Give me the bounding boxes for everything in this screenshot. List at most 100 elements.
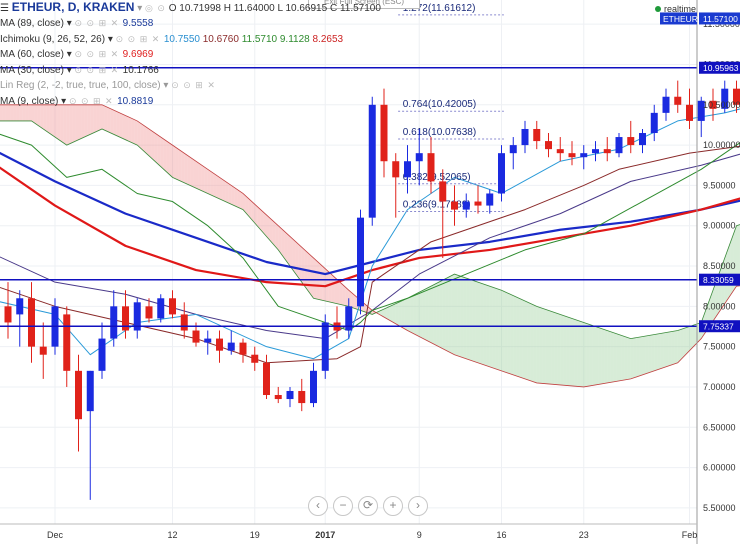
cloud-segment [272,220,276,247]
cloud-segment [392,303,396,324]
cloud-segment [463,277,467,359]
candle-body [662,96,670,113]
indicator-legend-row[interactable]: Lin Reg (2, -2, true, true, 100, close) … [0,79,216,92]
scroll-right-button[interactable]: › [408,496,428,516]
time-tick-label: Feb [682,530,698,540]
indicator-name[interactable]: MA (9, close) ▾ [0,95,69,107]
senkou-span-a-line [0,120,740,339]
cloud-segment [710,290,713,326]
indicator-controls[interactable]: ⊙ ⊙ ⊞ ✕ [74,18,123,28]
exit-fullscreen-button[interactable]: Exit Full Screen (ESC) [308,0,420,9]
indicator-legend-row[interactable]: Ichimoku (9, 26, 52, 26) ▾ ⊙ ⊙ ⊞ ✕ 10.75… [0,33,343,46]
cloud-segment [278,225,282,254]
cloud-segment [428,286,431,343]
indicator-name[interactable]: MA (89, close) ▾ [0,18,75,29]
indicator-legend-row[interactable]: MA (89, close) ▾ ⊙ ⊙ ⊞ ✕ 9.5558 [0,17,153,30]
indicator-name[interactable]: MA (30, close) ▾ [0,64,75,76]
cloud-segment [172,145,176,179]
cloud-segment [495,288,499,370]
level-price-tag [699,320,740,333]
senkou-span-b-line [0,104,740,388]
series-line [0,166,740,288]
indicator-name[interactable]: Ichimoku (9, 26, 52, 26) ▾ [0,33,116,45]
candle-body [298,390,306,404]
cloud-segment [292,239,296,275]
candle-body [650,112,658,134]
reset-button[interactable]: ⟳ [358,496,378,516]
cloud-segment [72,104,76,143]
indicator-controls[interactable]: ⊙ ⊙ ⊞ ✕ [115,33,164,44]
cloud-segment [616,333,619,382]
indicator-controls[interactable]: ⊙ ⊙ ⊞ ✕ [68,95,118,106]
time-tick-label: 2017 [315,530,335,540]
cloud-segment [663,332,666,368]
indicator-value: 10.8819 [117,95,154,107]
fib-level-label: 0.236(9.17689) [403,199,471,210]
zoom-in-button[interactable]: + [383,496,403,516]
cloud-segment [307,252,311,295]
chevron-down-icon[interactable]: ▾ [137,3,143,14]
indicator-legend-row[interactable]: MA (9, close) ▾ ⊙ ⊙ ⊞ ✕ 10.8819 [0,95,153,108]
cloud-segment [692,324,696,348]
candle-body [263,362,270,396]
zoom-out-button[interactable]: − [333,496,353,516]
cloud-segment [49,104,53,136]
level-price-tag-label: 8.33059 [703,275,734,285]
cloud-segment [260,209,264,234]
cloud-segment [228,183,232,205]
symbol-controls[interactable]: ◎ ⊙ [145,3,166,13]
cloud-segment [621,335,625,381]
candle-body [545,141,552,150]
candle-body [498,153,505,194]
cloud-segment [5,104,8,121]
time-tick-label: 12 [167,530,177,540]
cloud-segment [225,181,229,203]
cloud-segment [525,300,528,380]
cloud-segment [601,328,605,384]
status-dot-icon [655,6,661,12]
candle-body [133,302,141,331]
candle-body [75,370,82,420]
cloud-segment [680,328,684,360]
cloud-segment [666,332,669,367]
indicator-controls[interactable]: ⊙ ⊙ ⊞ ✕ [74,49,123,59]
chart-menu-icon[interactable]: ☰ [0,3,12,14]
cloud-segment [243,193,246,213]
indicator-controls[interactable]: ⊙ ⊙ ⊞ ✕ [171,80,216,90]
candle-body [357,217,364,307]
cloud-segment [592,325,596,386]
ohlc-values: O 10.71998 H 11.64000 L 10.66915 C 11.57… [168,3,381,14]
fib-level-label: 0.618(10.07638) [403,127,476,138]
scroll-left-button[interactable]: ‹ [308,496,328,516]
candle-body [509,145,517,154]
cloud-segment [560,314,564,386]
indicator-value: 10.7550 [163,33,203,45]
indicator-name[interactable]: MA (60, close) ▾ [0,49,75,60]
candle-body [439,181,447,202]
cloud-segment [322,266,326,301]
symbol-title[interactable]: ETHEUR, D, KRAKEN [11,0,135,14]
candle-body [709,100,717,109]
cloud-segment [219,177,223,201]
indicator-legend-row[interactable]: MA (60, close) ▾ ⊙ ⊙ ⊞ ✕ 9.6969 [0,48,153,61]
horizontal-levels [0,66,697,327]
cloud-segment [510,294,514,375]
indicator-legend-row[interactable]: MA (30, close) ▾ ⊙ ⊙ ⊞ ✕ 10.1766 [0,64,159,77]
cloud-segment [501,290,505,372]
cloud-segment [457,275,461,357]
indicator-controls[interactable]: ⊙ ⊙ ⊞ ✕ [74,64,123,75]
cloud-segment [569,317,572,386]
cloud-segment [530,303,534,382]
cloud-segment [404,298,408,331]
candle-body [28,298,35,347]
candle-body [368,104,376,218]
price-tick-label: 10.50000 [703,100,740,110]
cloud-segment [674,330,678,364]
candle-body [345,306,353,331]
indicator-name[interactable]: Lin Reg (2, -2, true, true, 100, close) … [0,80,172,91]
cloud-segment [128,116,132,143]
cloud-segment [522,299,525,379]
cloud-segment [87,104,91,136]
cloud-segment [131,118,135,144]
